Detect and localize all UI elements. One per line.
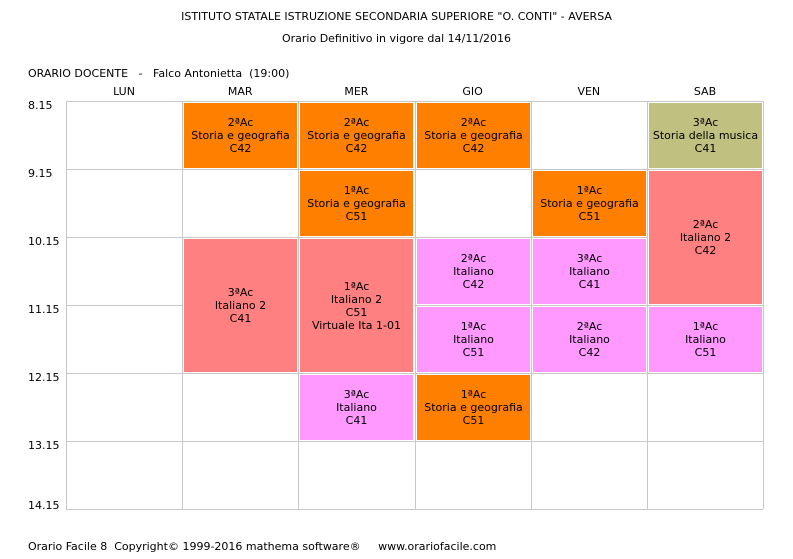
lesson-block[interactable]: 2ªAc Italiano C42 <box>532 306 647 373</box>
lesson-subject: Italiano 2 <box>679 231 732 244</box>
day-header-ven: VEN <box>577 85 601 98</box>
lesson-room: C51 <box>345 210 368 223</box>
lesson-subject: Italiano <box>569 265 610 278</box>
grid-horizontal-line <box>66 305 763 306</box>
lesson-subject: Italiano 2 <box>214 299 267 312</box>
lesson-block[interactable]: 1ªAc Storia e geografia C51 <box>532 170 647 237</box>
grid-horizontal-line <box>66 509 763 510</box>
lesson-room: C51 <box>462 346 485 359</box>
lesson-room: Virtuale Ita 1-01 <box>312 318 401 332</box>
lesson-subject: Storia e geografia <box>307 129 406 142</box>
day-header-mer: MER <box>344 85 369 98</box>
lesson-subject: Storia e geografia <box>191 129 290 142</box>
lesson-class: 2ªAc <box>460 252 487 265</box>
lesson-subject: Italiano <box>453 333 494 346</box>
lesson-class: 3ªAc <box>576 252 603 265</box>
grid-horizontal-line <box>66 101 763 102</box>
grid-horizontal-line <box>66 441 763 442</box>
lesson-block[interactable]: 2ªAc Italiano 2 C42 <box>648 170 763 305</box>
lesson-room: C42 <box>462 278 485 291</box>
grid-horizontal-line <box>66 237 763 238</box>
lesson-class: 1ªAc <box>343 184 370 197</box>
grid-vertical-line <box>763 101 764 509</box>
lesson-class: 1ªAc <box>692 320 719 333</box>
footer-copyright: Orario Facile 8 Copyright© 1999-2016 mat… <box>28 540 497 553</box>
time-label: 11.15 <box>28 303 60 316</box>
day-header-mar: MAR <box>227 85 253 98</box>
lesson-room: C51 <box>462 414 485 427</box>
lesson-class: 3ªAc <box>227 286 254 299</box>
time-label: 10.15 <box>28 235 60 248</box>
lesson-class: 1ªAc <box>343 279 370 293</box>
lesson-class: 3ªAc <box>692 116 719 129</box>
lesson-room: C51 <box>694 346 717 359</box>
lesson-block[interactable]: 3ªAc Italiano C41 <box>299 374 414 441</box>
lesson-block[interactable]: 1ªAc Storia e geografia C51 <box>299 170 414 237</box>
lesson-room: C42 <box>345 142 368 155</box>
lesson-subject: Italiano 2 <box>330 292 383 306</box>
lesson-class: 3ªAc <box>343 388 370 401</box>
grid-horizontal-line <box>66 373 763 374</box>
time-label: 12.15 <box>28 371 60 384</box>
lesson-subject: Storia e geografia <box>424 129 523 142</box>
lesson-room: C42 <box>578 346 601 359</box>
time-label: 14.15 <box>28 499 60 512</box>
lesson-room: C41 <box>345 414 368 427</box>
lesson-subject: Italiano <box>336 401 377 414</box>
lesson-block[interactable]: 1ªAc Storia e geografia C51 <box>416 374 531 441</box>
day-header-gio: GIO <box>462 85 483 98</box>
teacher-schedule-label: ORARIO DOCENTE - Falco Antonietta (19:00… <box>28 67 290 80</box>
day-header-sab: SAB <box>693 85 717 98</box>
lesson-class: 2ªAc <box>460 116 487 129</box>
lesson-subject: Storia e geografia <box>424 401 523 414</box>
lesson-block[interactable]: 1ªAc Italiano C51 <box>648 306 763 373</box>
time-label: 13.15 <box>28 439 60 452</box>
lesson-class: 2ªAc <box>576 320 603 333</box>
lesson-room: C42 <box>229 142 252 155</box>
lesson-class: 2ªAc <box>692 218 719 231</box>
lesson-block[interactable]: 2ªAc Italiano C42 <box>416 238 531 305</box>
lesson-subject: Italiano <box>453 265 494 278</box>
lesson-block[interactable]: 2ªAc Storia e geografia C42 <box>299 102 414 169</box>
lesson-room: C42 <box>694 244 717 257</box>
lesson-subject: Storia e geografia <box>307 197 406 210</box>
lesson-class: 2ªAc <box>227 116 254 129</box>
school-title: ISTITUTO STATALE ISTRUZIONE SECONDARIA S… <box>181 10 612 23</box>
lesson-subject: Italiano <box>685 333 726 346</box>
lesson-room: C42 <box>462 142 485 155</box>
lesson-class: 2ªAc <box>343 116 370 129</box>
lesson-block[interactable]: 3ªAc Italiano C41 <box>532 238 647 305</box>
lesson-class: 1ªAc <box>460 320 487 333</box>
lesson-room: C41 <box>578 278 601 291</box>
lesson-block[interactable]: 3ªAc Italiano 2 C41 <box>183 238 298 373</box>
time-label: 9.15 <box>28 167 53 180</box>
lesson-room: C41 <box>694 142 717 155</box>
grid-horizontal-line <box>66 169 763 170</box>
schedule-subtitle: Orario Definitivo in vigore dal 14/11/20… <box>281 32 512 45</box>
lesson-block[interactable]: 2ªAc Storia e geografia C42 <box>183 102 298 169</box>
lesson-block[interactable]: 2ªAc Storia e geografia C42 <box>416 102 531 169</box>
day-header-lun: LUN <box>113 85 135 98</box>
lesson-room: C51 <box>345 305 368 319</box>
lesson-room: C51 <box>578 210 601 223</box>
lesson-subject: Italiano <box>569 333 610 346</box>
lesson-class: 1ªAc <box>576 184 603 197</box>
lesson-room: C41 <box>229 312 252 325</box>
lesson-subject: Storia della musica <box>652 129 759 142</box>
lesson-block[interactable]: 3ªAc Storia della musica C41 <box>648 102 763 169</box>
lesson-subject: Storia e geografia <box>540 197 639 210</box>
lesson-block[interactable]: 1ªAc Italiano C51 <box>416 306 531 373</box>
lesson-block[interactable]: 1ªAc Italiano 2 C51 Virtuale Ita 1-01 <box>299 238 414 373</box>
time-label: 8.15 <box>28 99 53 112</box>
lesson-class: 1ªAc <box>460 388 487 401</box>
